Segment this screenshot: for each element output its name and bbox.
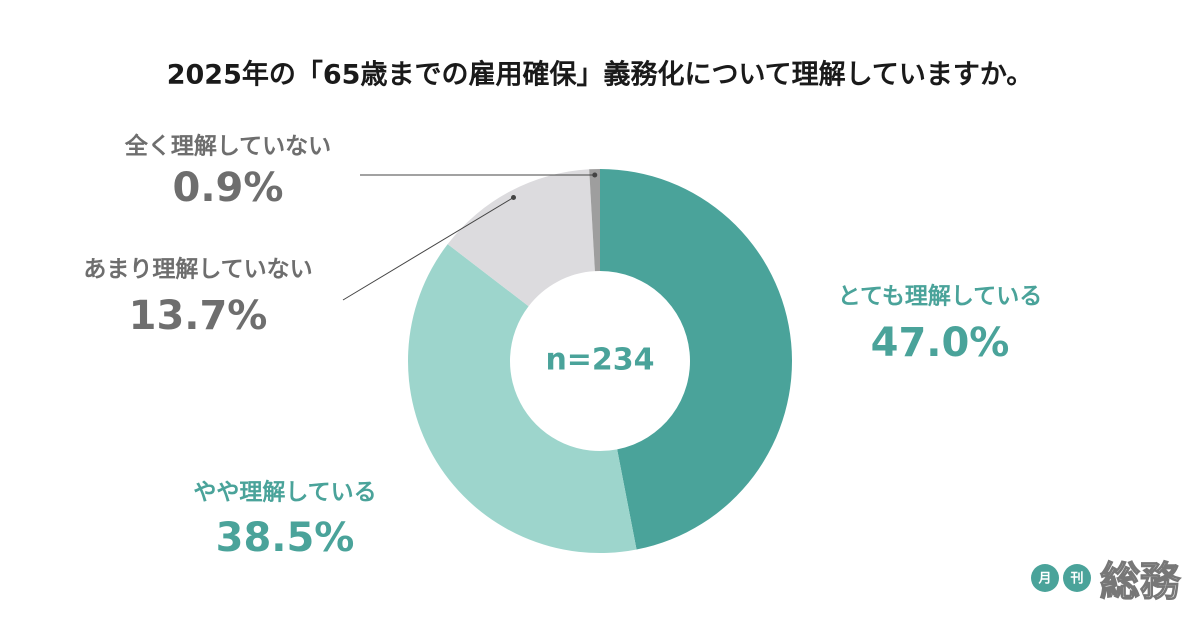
slice-category-label: とても理解している bbox=[838, 283, 1042, 310]
donut-slice bbox=[589, 169, 600, 272]
chart-title: 2025年の「65歳までの雇用確保」義務化について理解していますか。 bbox=[167, 59, 1034, 91]
leader-dot bbox=[511, 194, 517, 200]
donut-slice bbox=[408, 244, 637, 553]
slice-value-label: 38.5% bbox=[216, 515, 355, 561]
slice-category-label: やや理解している bbox=[193, 479, 376, 506]
logo-badge bbox=[1031, 564, 1059, 592]
donut-slice bbox=[600, 169, 792, 550]
logo-badge-text: 刊 bbox=[1070, 572, 1083, 587]
slice-value-label: 47.0% bbox=[871, 320, 1010, 366]
slice-category-label: 全く理解していない bbox=[124, 133, 331, 160]
slice-value-label: 0.9% bbox=[173, 165, 284, 211]
slice-value-label: 13.7% bbox=[129, 293, 268, 339]
slice-category-label: あまり理解していない bbox=[83, 256, 312, 283]
logo-badge-text: 月 bbox=[1037, 572, 1051, 587]
leader-line bbox=[342, 197, 514, 301]
logo: 月 刊 総務 bbox=[1031, 558, 1182, 606]
logo-name: 総務 bbox=[1100, 559, 1181, 605]
leader-dot bbox=[592, 172, 598, 178]
logo-badge bbox=[1063, 564, 1091, 592]
center-label: n=234 bbox=[545, 343, 654, 378]
donut-slice bbox=[447, 169, 595, 307]
